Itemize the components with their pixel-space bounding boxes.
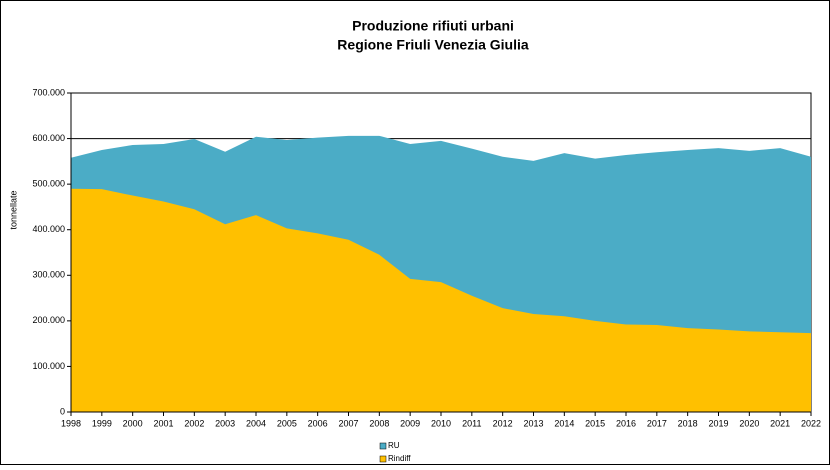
x-tick-label: 2006: [308, 418, 328, 428]
x-tick-label: 2011: [462, 418, 481, 428]
y-tick-label: 400.000: [32, 224, 65, 234]
x-tick-label: 2022: [801, 418, 821, 428]
y-tick-label: 700.000: [32, 87, 65, 97]
y-tick-label: 0: [60, 406, 65, 416]
x-tick-label: 2014: [554, 418, 574, 428]
x-tick-label: 2016: [616, 418, 636, 428]
x-tick-label: 2000: [123, 418, 143, 428]
x-tick-label: 1998: [61, 418, 81, 428]
x-tick-label: 1999: [92, 418, 112, 428]
x-tick-label: 2017: [647, 418, 667, 428]
x-tick-label: 2018: [678, 418, 698, 428]
x-tick-label: 2009: [400, 418, 420, 428]
legend-swatch: [379, 455, 387, 463]
x-tick-label: 2021: [770, 418, 790, 428]
legend-swatch: [379, 442, 387, 450]
x-tick-label: 2020: [739, 418, 759, 428]
area: [71, 188, 811, 412]
x-tick-label: 2007: [338, 418, 358, 428]
x-tick-label: 2013: [523, 418, 543, 428]
y-tick-label: 200.000: [32, 315, 65, 325]
x-tick-label: 2019: [708, 418, 728, 428]
y-tick-label: 600.000: [32, 133, 65, 143]
y-tick-label: 500.000: [32, 179, 65, 189]
x-tick-label: 2004: [246, 418, 266, 428]
chart-title: Produzione rifiuti urbani: [352, 18, 514, 34]
x-tick-label: 2012: [493, 418, 513, 428]
x-tick-label: 2010: [431, 418, 451, 428]
y-tick-label: 300.000: [32, 270, 65, 280]
x-tick-label: 2001: [153, 418, 173, 428]
x-tick-label: 2005: [277, 418, 297, 428]
x-tick-label: 2008: [369, 418, 389, 428]
legend-label: Rindiff: [388, 454, 411, 463]
x-tick-label: 2003: [215, 418, 235, 428]
x-tick-label: 2002: [184, 418, 204, 428]
y-axis-label: tonnellate: [8, 190, 18, 229]
x-tick-label: 2015: [585, 418, 605, 428]
legend-label: RU: [388, 441, 400, 450]
y-tick-label: 100.000: [32, 361, 65, 371]
chart-subtitle: Regione Friuli Venezia Giulia: [337, 37, 529, 53]
